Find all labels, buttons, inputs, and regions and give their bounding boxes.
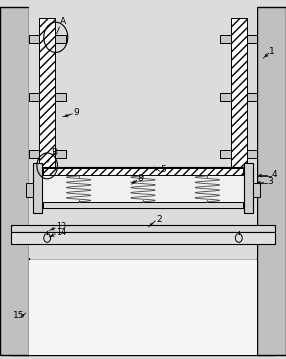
Text: 8: 8 <box>137 174 143 183</box>
Bar <box>55 150 66 158</box>
Bar <box>33 163 42 213</box>
Bar <box>11 260 275 355</box>
Bar <box>41 167 245 208</box>
Text: 2: 2 <box>156 215 162 224</box>
Bar <box>29 260 257 355</box>
Text: 5: 5 <box>160 165 166 174</box>
Text: 13: 13 <box>56 222 66 231</box>
Bar <box>220 93 231 101</box>
Text: A: A <box>60 17 66 26</box>
Text: 14: 14 <box>56 228 66 237</box>
Text: 4: 4 <box>271 170 277 179</box>
Text: 3: 3 <box>267 177 273 186</box>
Bar <box>247 150 257 158</box>
Bar <box>29 150 39 158</box>
Text: 15: 15 <box>13 311 24 320</box>
Bar <box>43 168 243 175</box>
Bar <box>29 93 39 101</box>
Bar <box>26 183 33 197</box>
Bar <box>247 93 257 101</box>
Bar <box>29 35 39 43</box>
Bar <box>0 7 29 355</box>
Bar <box>244 163 253 213</box>
Text: 9: 9 <box>73 108 79 117</box>
Bar <box>55 35 66 43</box>
Bar <box>29 7 257 258</box>
Text: 1: 1 <box>269 47 275 56</box>
Text: B: B <box>51 148 57 157</box>
Bar <box>11 232 275 244</box>
Bar <box>257 7 286 355</box>
Bar <box>247 35 257 43</box>
Bar <box>231 18 247 187</box>
Bar <box>253 183 260 197</box>
Bar <box>39 18 55 187</box>
Bar <box>43 202 243 208</box>
Bar <box>11 225 275 232</box>
Bar <box>220 35 231 43</box>
Bar <box>220 150 231 158</box>
Bar <box>55 93 66 101</box>
